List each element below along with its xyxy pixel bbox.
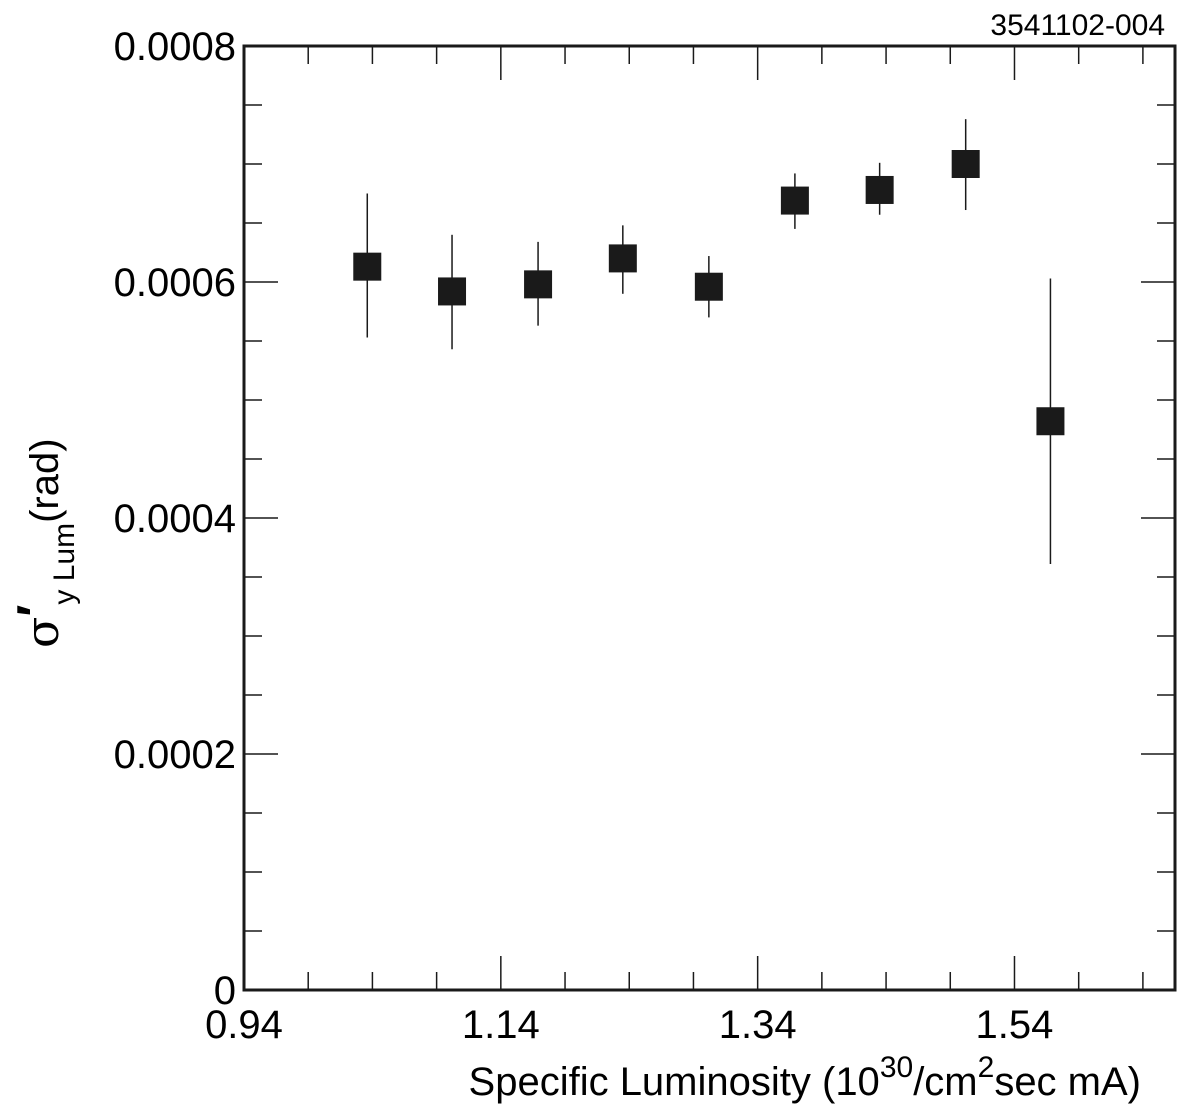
data-point [951, 119, 980, 211]
y-tick-label: 0.0004 [114, 497, 236, 541]
point-marker [524, 270, 553, 299]
data-point [438, 234, 467, 350]
point-marker [780, 186, 809, 215]
svg-text:σ′y Lum(rad): σ′y Lum(rad) [7, 438, 81, 648]
data-point [608, 225, 637, 294]
plot-id-label: 3541102-004 [990, 9, 1165, 42]
data-points [353, 119, 1065, 565]
point-marker [865, 175, 894, 204]
x-tick-label: 1.14 [462, 1003, 540, 1047]
point-marker [1036, 407, 1065, 436]
point-marker [353, 252, 382, 281]
y-axis-title: σ′y Lum(rad) [7, 438, 81, 648]
data-point [865, 162, 894, 215]
x-tick-label: 0.94 [205, 1003, 283, 1047]
y-tick-label: 0.0008 [114, 25, 236, 69]
x-tick-label: 1.54 [976, 1003, 1054, 1047]
y-tick-label: 0.0002 [114, 733, 236, 777]
data-point [780, 173, 809, 229]
data-point [1036, 278, 1065, 565]
point-marker [438, 277, 467, 306]
y-tick-label: 0 [214, 969, 236, 1013]
plot-frame [242, 44, 1177, 992]
data-point [353, 193, 382, 338]
y-tick-label: 0.0006 [114, 261, 236, 305]
point-marker [694, 272, 723, 301]
x-tick-label: 1.34 [719, 1003, 797, 1047]
axis-ticks [243, 45, 1175, 991]
data-point [524, 241, 553, 326]
x-axis-title: Specific Luminosity (1030/cm2sec mA) [469, 1051, 1141, 1104]
tick-labels: 0.94 1.14 1.34 1.54 0 0.0002 0.0004 0.0006 0.000… [114, 25, 1054, 1047]
point-marker [951, 150, 980, 178]
data-point [694, 256, 723, 318]
point-marker [608, 244, 637, 273]
